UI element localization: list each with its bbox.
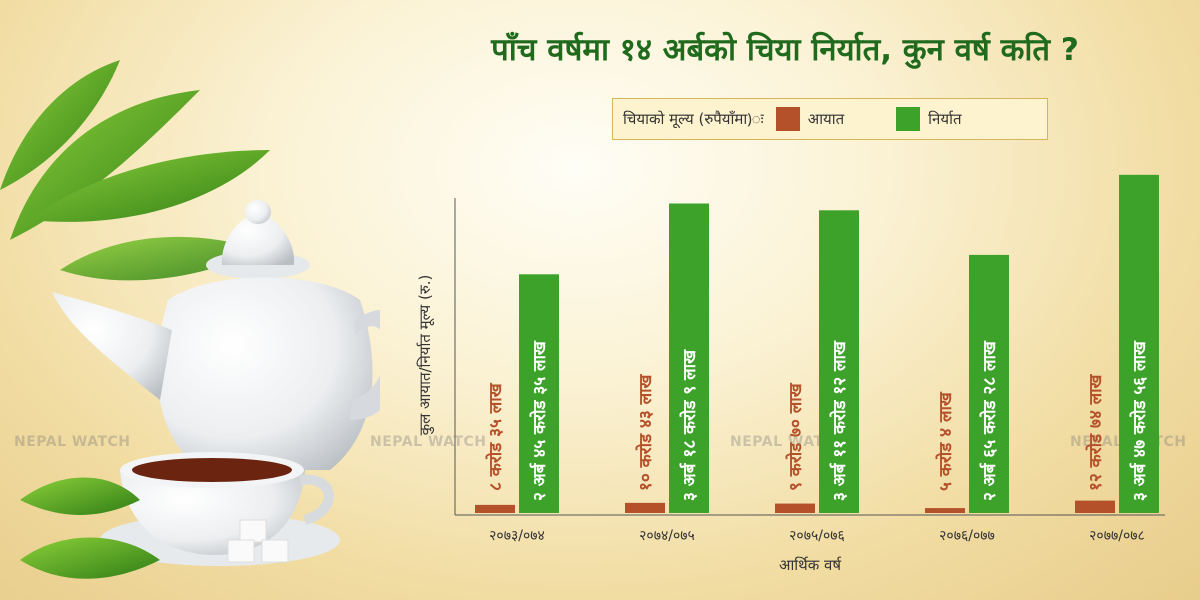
leaf-icon bbox=[0, 60, 270, 281]
legend-caption: चियाको मूल्य (रुपैयाँमा)ः bbox=[623, 110, 764, 128]
import-bar bbox=[775, 503, 815, 513]
x-tick-label: २०७३/०७४ bbox=[489, 528, 545, 544]
leaf-icon bbox=[20, 477, 160, 579]
legend-export-swatch bbox=[896, 107, 921, 131]
legend-import-label: आयात bbox=[807, 110, 845, 128]
legend: चियाको मूल्य (रुपैयाँमा)ः आयात निर्यात bbox=[612, 98, 1048, 140]
export-bar bbox=[819, 210, 859, 514]
watermark: NEPAL WATCH bbox=[14, 434, 131, 450]
import-value-label: ९ करोड ७० लाख bbox=[785, 382, 806, 491]
export-value-label: ३ अर्ब ११ करोड १२ लाख bbox=[829, 340, 850, 501]
export-bar bbox=[669, 203, 709, 514]
import-bar bbox=[625, 502, 665, 513]
legend-import-swatch bbox=[775, 107, 800, 131]
import-value-label: ५ करोड ४ लाख bbox=[935, 391, 956, 491]
export-bar bbox=[1119, 174, 1159, 514]
export-value-label: ३ अर्ब १८ करोड ९ लाख bbox=[679, 349, 700, 501]
export-value-label: २ अर्ब ४५ करोड ३५ लाख bbox=[529, 340, 550, 501]
y-axis-label: कुल आयात/निर्यात मूल्य (रु.) bbox=[416, 275, 435, 436]
watermark: NEPAL WATCH bbox=[730, 434, 847, 450]
x-tick-label: २०७६/०७७ bbox=[939, 528, 995, 544]
import-bar bbox=[475, 504, 515, 513]
import-value-label: १० करोड ४३ लाख bbox=[635, 373, 656, 491]
teapot-illustration bbox=[0, 60, 380, 579]
import-value-label: ८ करोड ३५ लाख bbox=[485, 382, 506, 491]
export-value-label: २ अर्ब ६५ करोड २८ लाख bbox=[979, 340, 1000, 501]
import-bar bbox=[925, 508, 965, 513]
chart-title: पाँच वर्षमा १४ अर्बको चिया निर्यात, कुन … bbox=[491, 32, 1079, 68]
tea-cup-icon bbox=[100, 452, 340, 566]
x-tick-label: २०७७/०७८ bbox=[1089, 528, 1145, 544]
watermark: NEPAL WATCH bbox=[370, 434, 487, 450]
export-bar bbox=[519, 274, 559, 513]
import-bar bbox=[1075, 500, 1115, 513]
teapot-icon bbox=[52, 200, 380, 470]
x-axis-label: आर्थिक वर्ष bbox=[779, 556, 842, 574]
export-value-label: ३ अर्ब ४७ करोड ५६ लाख bbox=[1129, 340, 1150, 501]
import-value-label: १२ करोड ७४ लाख bbox=[1085, 373, 1106, 491]
x-tick-label: २०७५/०७६ bbox=[789, 528, 845, 544]
legend-export-label: निर्यात bbox=[928, 110, 962, 128]
x-tick-label: २०७४/०७५ bbox=[639, 528, 695, 544]
export-bar bbox=[969, 254, 1009, 514]
